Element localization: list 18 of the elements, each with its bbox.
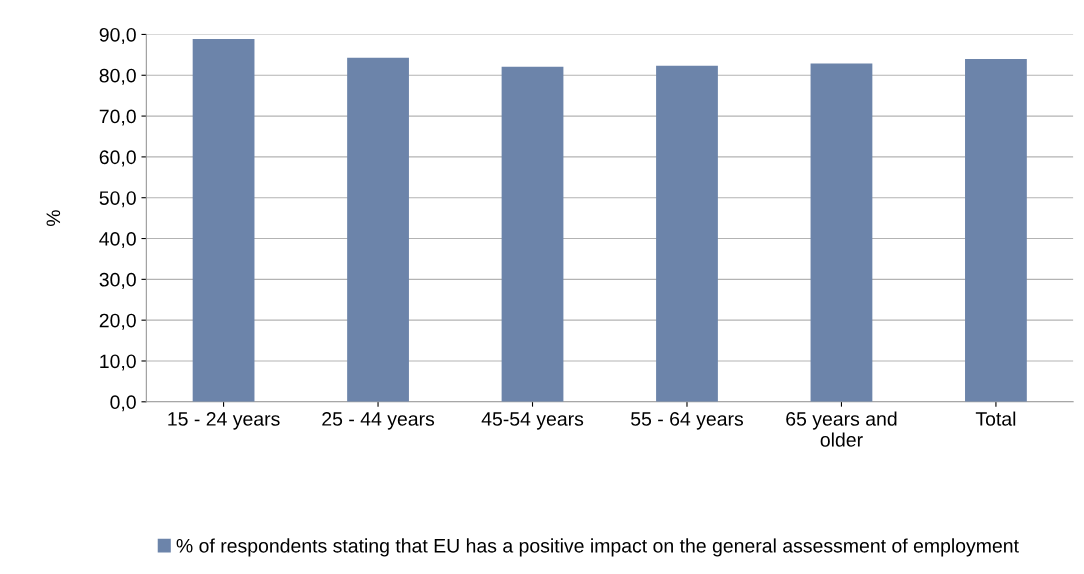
- y-tick-label: 70,0: [99, 109, 136, 126]
- y-tick-label: 10,0: [100, 354, 136, 371]
- legend-label: % of respondents stating that EU has a positive impact on the general assessment of employment: [176, 538, 1019, 557]
- x-tick-label: Total: [975, 411, 1016, 426]
- y-tick-label: 80,0: [99, 68, 136, 85]
- x-tick-label: 25 - 44 years: [322, 412, 435, 430]
- x-tick-label: 15 - 24 years: [168, 412, 280, 430]
- y-tick-label: 40,0: [99, 232, 136, 249]
- x-tick-label: 45-54 years: [481, 412, 584, 430]
- y-tick-label: 90,0: [99, 27, 136, 44]
- y-tick-label: 50,0: [99, 191, 136, 208]
- y-tick-label: 20,0: [99, 313, 136, 330]
- y-tick-label: 0,0: [110, 395, 136, 412]
- x-tick-label: 65 years and older: [786, 411, 897, 447]
- y-tick-label: 30,0: [99, 272, 136, 289]
- y-tick-label: 60,0: [99, 150, 136, 167]
- x-tick-label: 55 - 64 years: [631, 412, 744, 430]
- y-axis-title: %: [46, 210, 61, 227]
